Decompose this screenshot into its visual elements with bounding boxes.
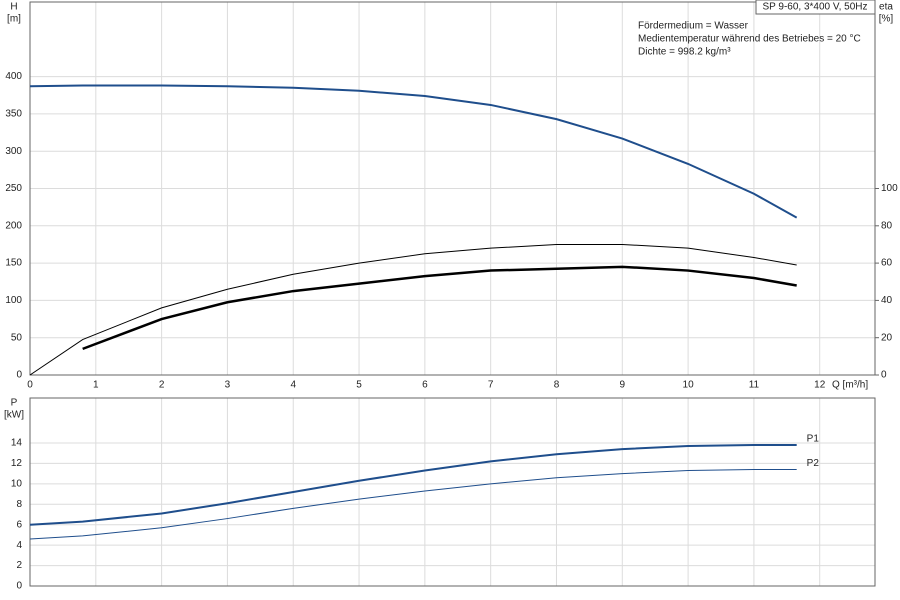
y-tick-label: 100 — [5, 295, 22, 306]
y2-axis-label: eta — [879, 2, 893, 13]
annotation: Fördermedium = Wasser — [638, 21, 749, 32]
y-tick-label: 250 — [5, 183, 22, 194]
x-tick-label: 0 — [27, 380, 33, 391]
y-tick-label: 10 — [11, 478, 23, 489]
curve — [29, 243, 797, 376]
y2-tick-label: 80 — [881, 220, 893, 231]
x-tick-label: 7 — [488, 380, 494, 391]
curve — [29, 444, 797, 526]
annotation: Medientemperatur während des Betriebes =… — [638, 34, 861, 45]
x-tick-label: 10 — [683, 380, 695, 391]
y-axis-unit: [m] — [7, 14, 21, 25]
plot-frame — [29, 1, 876, 376]
title-box — [755, 0, 876, 15]
y-tick-label: 12 — [11, 458, 23, 469]
series-label: P1 — [807, 434, 820, 445]
curve — [82, 265, 797, 351]
y-tick-label: 14 — [11, 438, 23, 449]
x-tick-label: 12 — [814, 380, 826, 391]
series-label: P2 — [807, 458, 820, 469]
y2-axis-unit: [%] — [879, 14, 894, 25]
x-tick-label: 11 — [749, 380, 760, 391]
y-tick-label: 0 — [16, 581, 22, 592]
y2-tick-label: 0 — [881, 370, 887, 381]
y-tick-label: 350 — [5, 109, 22, 120]
y-tick-label: 50 — [11, 332, 23, 343]
y-axis-label: H — [10, 2, 17, 13]
y-tick-label: 2 — [16, 560, 22, 571]
x-tick-label: 6 — [422, 380, 428, 391]
x-tick-label: 9 — [620, 380, 626, 391]
y-tick-label: 6 — [16, 519, 22, 530]
y-axis-unit: [kW] — [4, 410, 24, 421]
plot-frame — [29, 397, 876, 587]
y-tick-label: 8 — [16, 499, 22, 510]
x-tick-label: 5 — [356, 380, 362, 391]
y2-tick-label: 100 — [881, 183, 898, 194]
x-axis-label: Q [m³/h] — [832, 380, 868, 391]
x-tick-label: 1 — [93, 380, 99, 391]
x-tick-label: 2 — [159, 380, 165, 391]
y-tick-label: 400 — [5, 71, 22, 82]
curve — [29, 84, 798, 219]
x-tick-label: 3 — [225, 380, 231, 391]
y-axis-label: P — [11, 398, 18, 409]
curve — [29, 469, 797, 540]
y2-tick-label: 20 — [881, 332, 893, 343]
y-tick-label: 300 — [5, 146, 22, 157]
y2-tick-label: 60 — [881, 258, 893, 269]
chart-title: SP 9-60, 3*400 V, 50Hz — [762, 2, 867, 13]
y-tick-label: 0 — [16, 370, 22, 381]
y-tick-label: 200 — [5, 220, 22, 231]
y-tick-label: 4 — [16, 540, 22, 551]
x-tick-label: 8 — [554, 380, 560, 391]
annotation: Dichte = 998.2 kg/m³ — [638, 47, 731, 58]
y2-tick-label: 40 — [881, 295, 893, 306]
x-tick-label: 4 — [290, 380, 296, 391]
y-tick-label: 150 — [5, 258, 22, 269]
